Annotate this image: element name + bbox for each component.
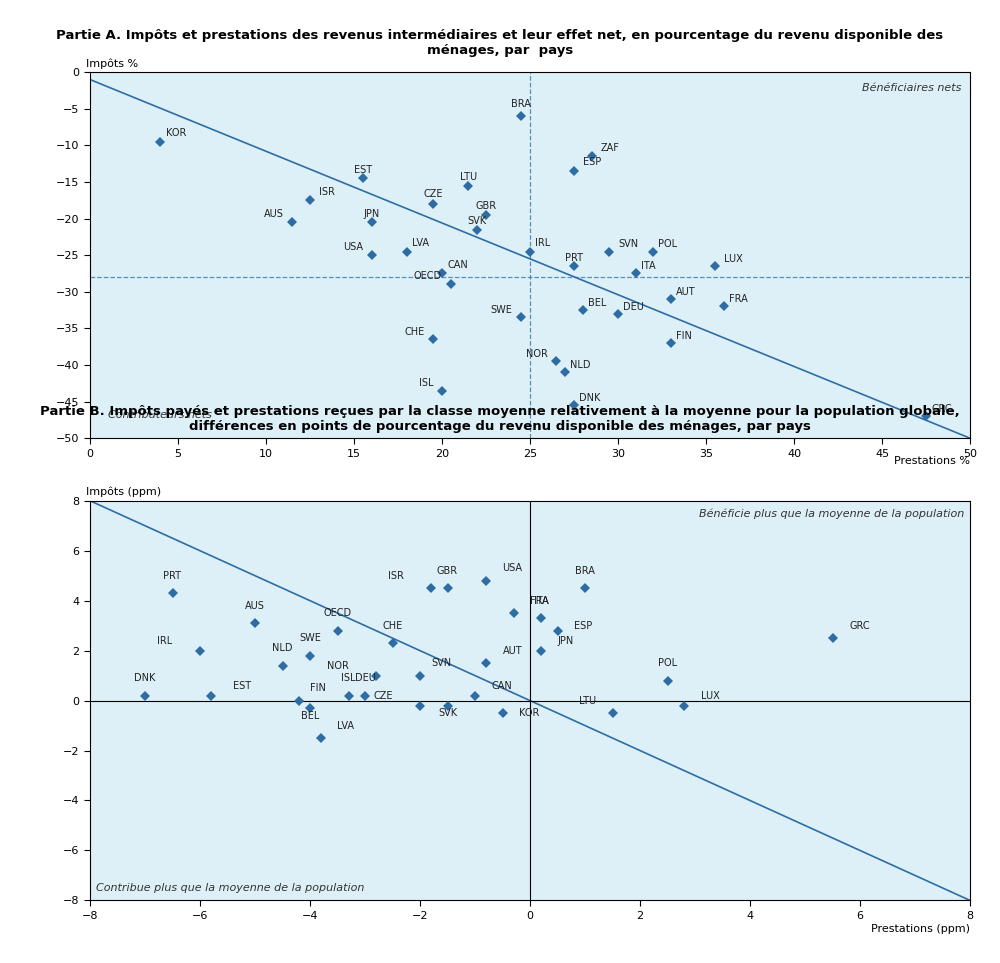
Text: BRA: BRA [511, 99, 531, 109]
Text: IRL: IRL [157, 636, 173, 645]
Text: DEU: DEU [355, 673, 375, 683]
Text: LVA: LVA [412, 238, 429, 247]
Text: FRA: FRA [729, 295, 748, 304]
Text: ISR: ISR [319, 187, 335, 196]
Text: USA: USA [343, 242, 363, 251]
Text: FIN: FIN [310, 683, 326, 693]
Text: LTU: LTU [460, 172, 477, 182]
Text: AUS: AUS [245, 601, 265, 611]
Text: OECD: OECD [323, 609, 352, 618]
Text: EST: EST [354, 165, 372, 174]
Text: NLD: NLD [272, 643, 293, 653]
Text: DNK: DNK [134, 673, 156, 683]
Text: ITA: ITA [641, 261, 656, 272]
Text: GBR: GBR [437, 565, 458, 576]
Text: BEL: BEL [588, 298, 606, 308]
Text: JPN: JPN [558, 636, 574, 645]
Text: IRL: IRL [535, 238, 551, 247]
Text: NLD: NLD [570, 360, 591, 370]
Text: ISL: ISL [341, 673, 356, 683]
Text: CZE: CZE [423, 189, 443, 198]
Text: ESP: ESP [583, 157, 601, 168]
Text: CZE: CZE [373, 690, 392, 701]
Text: BEL: BEL [301, 711, 319, 720]
Text: Prestations (ppm): Prestations (ppm) [871, 924, 970, 934]
Text: LTU: LTU [579, 695, 596, 706]
Text: AUS: AUS [264, 209, 284, 219]
Text: ITA: ITA [534, 596, 548, 606]
Text: AUT: AUT [676, 287, 696, 297]
Text: Impôts (ppm): Impôts (ppm) [86, 486, 161, 497]
Text: GBR: GBR [475, 201, 497, 211]
Text: SVK: SVK [468, 216, 487, 226]
Text: USA: USA [503, 563, 522, 573]
Text: DNK: DNK [579, 393, 601, 403]
Text: LUX: LUX [724, 254, 742, 264]
Text: KOR: KOR [519, 708, 539, 718]
Text: CHE: CHE [382, 620, 403, 631]
Text: FRA: FRA [530, 596, 549, 606]
Text: Contribue plus que la moyenne de la population: Contribue plus que la moyenne de la popu… [96, 883, 364, 893]
Text: LUX: LUX [700, 690, 719, 701]
Text: ISR: ISR [388, 571, 404, 581]
Text: SVK: SVK [438, 708, 457, 718]
Text: Prestations %: Prestations % [894, 456, 970, 466]
Text: POL: POL [658, 240, 678, 249]
Text: Partie A. Impôts et prestations des revenus intermédiaires et leur effet net, en: Partie A. Impôts et prestations des reve… [56, 29, 944, 57]
Text: POL: POL [658, 658, 677, 668]
Text: SVN: SVN [618, 240, 638, 249]
Text: CAN: CAN [492, 681, 512, 690]
Text: PRT: PRT [565, 252, 583, 263]
Text: SVN: SVN [431, 658, 451, 668]
Text: NOR: NOR [526, 350, 548, 359]
Text: ESP: ESP [574, 620, 592, 631]
Text: AUT: AUT [503, 645, 522, 656]
Text: SWE: SWE [491, 305, 512, 315]
Text: SWE: SWE [299, 633, 321, 643]
Text: Partie B. Impôts payés et prestations reçues par la classe moyenne relativement : Partie B. Impôts payés et prestations re… [40, 405, 960, 433]
Text: Bénéficie plus que la moyenne de la population: Bénéficie plus que la moyenne de la popu… [699, 508, 964, 519]
Text: PRT: PRT [164, 571, 182, 581]
Text: GRC: GRC [849, 620, 870, 631]
Text: NOR: NOR [327, 661, 349, 670]
Text: CAN: CAN [447, 260, 468, 270]
Text: GRC: GRC [931, 404, 952, 414]
Text: Bénéficiaires nets: Bénéficiaires nets [862, 83, 961, 93]
Text: ISL: ISL [419, 378, 433, 388]
Text: CHE: CHE [404, 327, 424, 337]
Text: LVA: LVA [338, 720, 354, 731]
Text: DEU: DEU [623, 301, 644, 312]
Text: BRA: BRA [575, 565, 595, 576]
Text: JPN: JPN [363, 209, 380, 219]
Text: EST: EST [233, 681, 251, 690]
Text: Impôts %: Impôts % [86, 58, 138, 68]
Text: FIN: FIN [676, 331, 692, 341]
Text: OECD: OECD [414, 271, 442, 281]
Text: KOR: KOR [166, 128, 186, 138]
Text: ZAF: ZAF [600, 143, 619, 153]
Text: Contributeurs nets: Contributeurs nets [108, 410, 211, 420]
